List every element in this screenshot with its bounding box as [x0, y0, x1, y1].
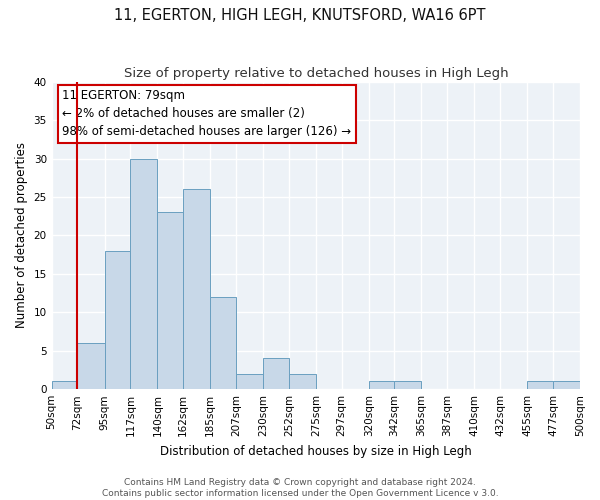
Bar: [77, 343, 104, 389]
Bar: [104, 251, 130, 389]
Bar: [527, 382, 553, 389]
Text: Contains HM Land Registry data © Crown copyright and database right 2024.
Contai: Contains HM Land Registry data © Crown c…: [101, 478, 499, 498]
Bar: [52, 382, 77, 389]
X-axis label: Distribution of detached houses by size in High Legh: Distribution of detached houses by size …: [160, 444, 472, 458]
Bar: [130, 158, 157, 389]
Bar: [183, 190, 210, 389]
Text: 11 EGERTON: 79sqm
← 2% of detached houses are smaller (2)
98% of semi-detached h: 11 EGERTON: 79sqm ← 2% of detached house…: [62, 90, 352, 138]
Y-axis label: Number of detached properties: Number of detached properties: [15, 142, 28, 328]
Bar: [263, 358, 289, 389]
Title: Size of property relative to detached houses in High Legh: Size of property relative to detached ho…: [124, 68, 508, 80]
Bar: [157, 212, 183, 389]
Bar: [289, 374, 316, 389]
Bar: [210, 297, 236, 389]
Text: 11, EGERTON, HIGH LEGH, KNUTSFORD, WA16 6PT: 11, EGERTON, HIGH LEGH, KNUTSFORD, WA16 …: [114, 8, 486, 22]
Bar: [368, 382, 394, 389]
Bar: [394, 382, 421, 389]
Bar: [236, 374, 263, 389]
Bar: [553, 382, 580, 389]
